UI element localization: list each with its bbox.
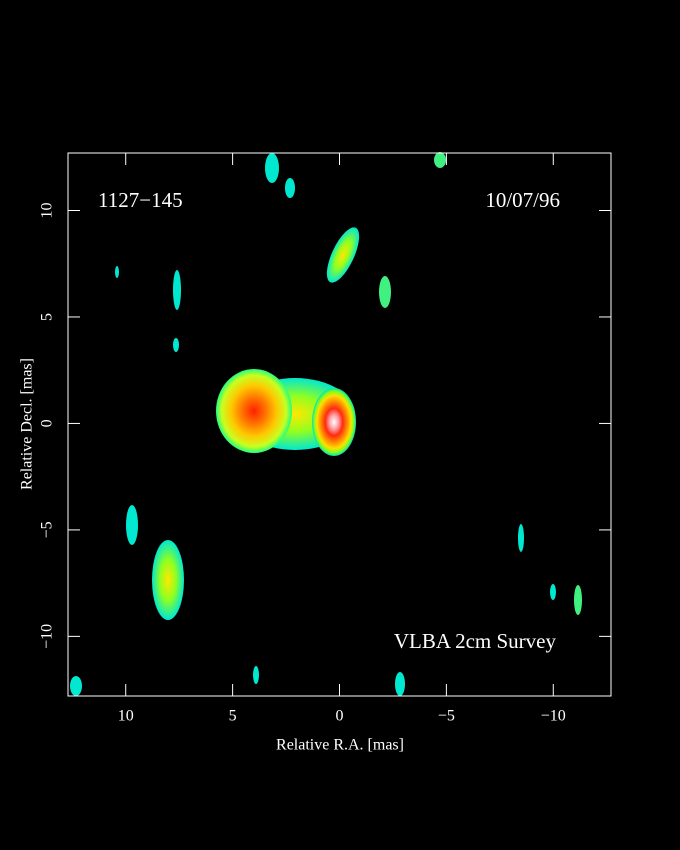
x-tick-label: −5: [438, 708, 455, 725]
y-axis-label: Relative Decl. [mas]: [19, 358, 36, 490]
blob: [434, 152, 446, 168]
emission: [70, 152, 582, 696]
blob: [379, 276, 391, 308]
core: [312, 388, 356, 456]
y-tick-label: −5: [39, 521, 56, 538]
blob: [395, 672, 405, 696]
y-tick-label: 10: [39, 202, 56, 218]
x-tick-label: 5: [229, 708, 237, 725]
blob: [173, 270, 181, 310]
blob: [550, 584, 556, 600]
x-tick-label: 0: [336, 708, 344, 725]
jet-knot: [216, 369, 292, 453]
blob: [152, 540, 184, 620]
blob: [265, 153, 279, 183]
x-axis-label: Relative R.A. [mas]: [276, 737, 404, 754]
y-tick-label: −10: [39, 624, 56, 649]
survey-label: VLBA 2cm Survey: [394, 629, 557, 653]
source-label: 1127−145: [98, 188, 183, 212]
blob: [70, 676, 82, 696]
blob: [518, 524, 524, 552]
x-tick-label: 10: [118, 708, 134, 725]
y-tick-label: 5: [39, 313, 56, 321]
x-tick-label: −10: [541, 708, 566, 725]
blob: [285, 178, 295, 198]
blob: [115, 266, 119, 278]
blob: [253, 666, 259, 684]
blob: [173, 338, 179, 352]
blob: [326, 227, 360, 283]
y-tick-label: 0: [39, 419, 56, 427]
blob: [574, 585, 582, 615]
blob: [126, 505, 138, 545]
date-label: 10/07/96: [485, 188, 560, 212]
